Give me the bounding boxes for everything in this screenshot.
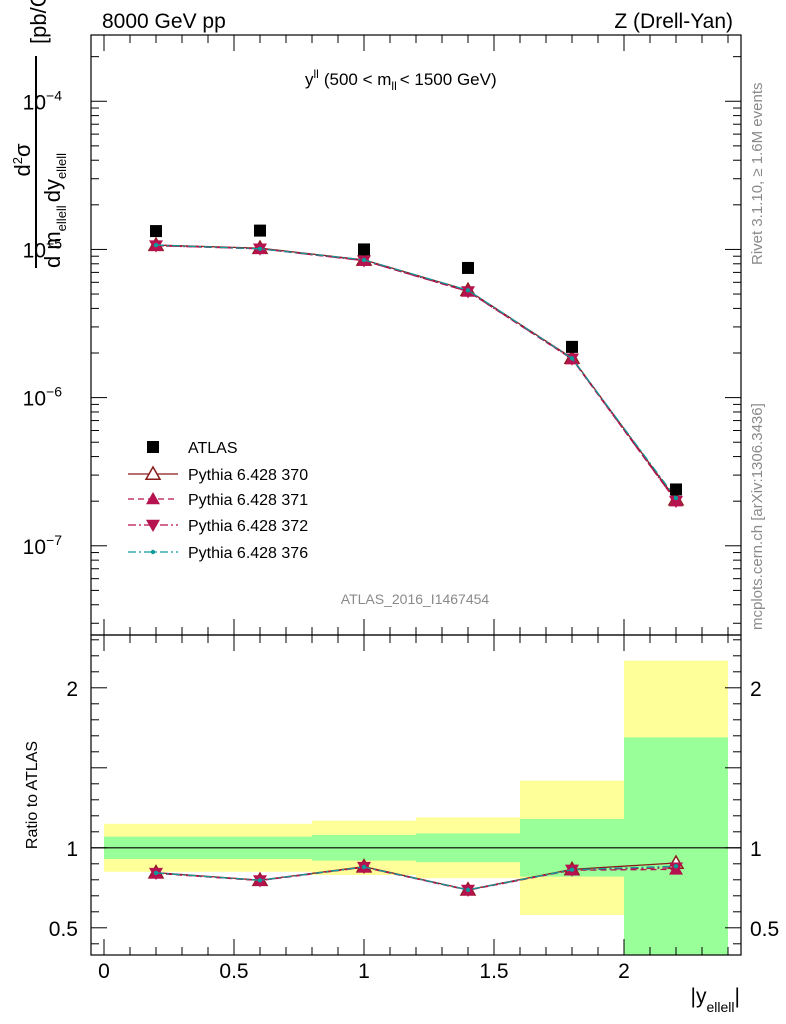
legend-label: Pythia 6.428 376 — [188, 545, 308, 562]
panel-title: yll (500 < mll < 1500 GeV) — [305, 67, 497, 93]
series-line — [155, 244, 677, 500]
analysis-id: ATLAS_2016_I1467454 — [341, 591, 490, 607]
ratio-series-layer — [147, 854, 685, 898]
y-tick-label: 1 — [66, 838, 78, 861]
rivet-label: Rivet 3.1.10, ≥ 1.6M events — [749, 83, 766, 266]
svg-text:d mellelldyellell: d mellelldyellell — [40, 153, 69, 268]
x-axis-label: |yellell| — [691, 985, 740, 1015]
x-tick-label: 0.5 — [219, 960, 248, 983]
data-point — [361, 864, 367, 870]
ratio-line — [155, 865, 677, 891]
data-point — [670, 483, 682, 496]
x-tick-label: 0 — [98, 960, 110, 983]
legend-label: Pythia 6.428 371 — [188, 492, 308, 509]
data-point — [462, 261, 474, 274]
mcplots-label: mcplots.cern.ch [arXiv:1306.3436] — [749, 403, 766, 630]
data-point — [150, 549, 156, 555]
series-line — [155, 245, 677, 502]
series-line — [155, 244, 677, 499]
data-point — [669, 495, 683, 509]
header-left: 8000 GeV pp — [102, 10, 226, 33]
main-y-label: d2σ d mellelldyellell [pb/GeV] — [10, 0, 69, 268]
data-point — [257, 246, 263, 251]
data-point — [153, 870, 159, 876]
svg-text:d2σ: d2σ — [10, 143, 35, 176]
data-point — [144, 465, 162, 480]
legend-label: ATLAS — [188, 440, 238, 457]
x-tick-label: 1.5 — [479, 960, 508, 983]
ratio-y-label: Ratio to ATLAS — [24, 741, 41, 849]
data-point — [146, 519, 160, 532]
data-point — [673, 864, 679, 869]
y-tick-label: 10−4 — [23, 87, 63, 114]
y-tick-label-right: 2 — [750, 678, 762, 701]
y-tick-label-right: 1 — [750, 838, 762, 861]
data-point — [361, 257, 367, 263]
main-series-layer — [147, 224, 685, 509]
band-inner — [624, 737, 728, 955]
x-tick-label: 1 — [358, 960, 370, 983]
data-point — [569, 356, 575, 361]
y-tick-label: 0.5 — [49, 918, 78, 941]
y-tick-label: 10−7 — [23, 532, 63, 559]
svg-text:[pb/GeV]: [pb/GeV] — [26, 0, 51, 44]
ratio-axis-ticks: 0.5 0.5 1 1 2 2 0 0.5 1 1.5 2 — [49, 635, 779, 983]
data-point — [153, 242, 159, 248]
main-axis-ticks: 10−4 10−5 10−6 10−7 — [23, 35, 741, 635]
ratio-bands — [91, 660, 741, 955]
series-line — [155, 245, 677, 502]
data-point — [465, 288, 471, 293]
data-point — [465, 887, 471, 893]
data-point — [358, 243, 370, 256]
data-point — [150, 225, 162, 238]
legend: ATLAS Pythia 6.428 370 Pythia 6.428 371 Pyt… — [128, 440, 308, 562]
data-point — [147, 441, 159, 453]
data-point — [146, 492, 160, 505]
legend-label: Pythia 6.428 372 — [188, 518, 308, 535]
data-point — [566, 340, 578, 353]
data-point — [254, 224, 266, 237]
y-tick-label: 2 — [66, 678, 78, 701]
header-right: Z (Drell-Yan) — [614, 10, 733, 33]
data-point — [673, 495, 679, 501]
y-tick-label: 10−5 — [23, 235, 63, 262]
data-point — [257, 878, 263, 883]
data-point — [669, 862, 683, 875]
x-tick-label: 2 — [618, 960, 630, 983]
y-tick-label-right: 0.5 — [750, 918, 779, 941]
y-tick-label: 10−6 — [23, 384, 63, 411]
data-point — [569, 867, 575, 872]
legend-label: Pythia 6.428 370 — [188, 467, 308, 484]
ratio-panel-frame — [90, 634, 742, 956]
